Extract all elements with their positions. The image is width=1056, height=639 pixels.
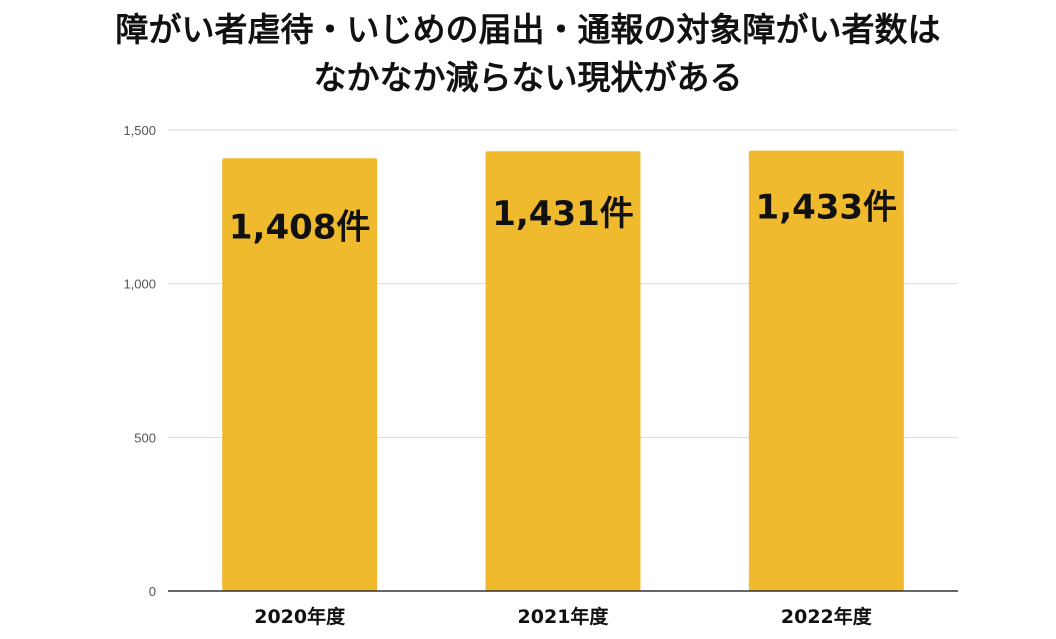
y-tick-label: 0: [149, 584, 156, 599]
bar: [748, 150, 904, 591]
y-tick-label: 500: [134, 430, 156, 445]
x-tick-label: 2022年度: [781, 605, 873, 628]
data-label: 1,408件: [229, 207, 371, 247]
chart-title-line-1: 障がい者虐待・いじめの届出・通報の対象障がい者数は: [115, 10, 941, 49]
x-tick-label: 2021年度: [518, 605, 610, 628]
bar: [485, 151, 641, 591]
x-tick-label: 2020年度: [254, 605, 346, 628]
data-label: 1,433件: [756, 188, 898, 228]
y-tick-label: 1,000: [123, 277, 156, 292]
y-tick-label: 1,500: [123, 123, 156, 138]
data-label: 1,431件: [492, 194, 634, 234]
chart-title-line-2: なかなか減らない現状がある: [313, 58, 743, 97]
bar: [222, 158, 378, 592]
